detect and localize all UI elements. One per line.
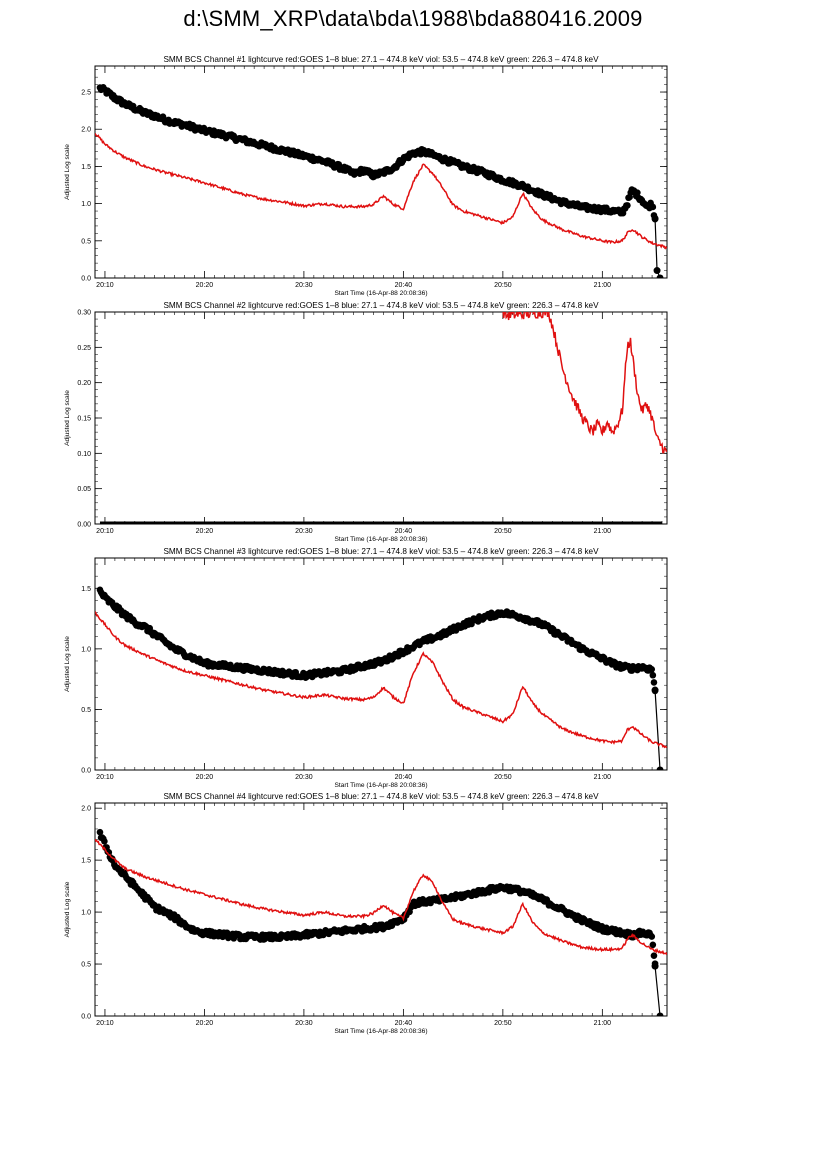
bcs-data-point	[650, 679, 658, 686]
chart-title: SMM BCS Channel #4 lightcurve red:GOES 1…	[163, 792, 599, 801]
series-line-goes	[95, 133, 667, 250]
x-tick-label: 21:00	[594, 528, 612, 535]
x-tick-label: 20:40	[395, 1020, 413, 1027]
x-axis-label: Start Time (16-Apr-88 20:08:36)	[334, 536, 427, 543]
chart-panel-2: SMM BCS Channel #2 lightcurve red:GOES 1…	[64, 301, 668, 543]
plot-area	[95, 83, 667, 278]
x-tick-label: 20:30	[295, 528, 313, 535]
x-axis-label: Start Time (16-Apr-88 20:08:36)	[334, 1028, 427, 1035]
x-tick-label: 20:50	[494, 1020, 512, 1027]
plot-frame	[94, 557, 668, 771]
plot-frame	[94, 311, 668, 525]
y-tick-label: 0.5	[81, 707, 91, 714]
plot-frame	[94, 65, 668, 279]
x-tick-label: 20:50	[494, 528, 512, 535]
y-tick-label: 0.5	[81, 962, 91, 969]
series-points-bcs	[96, 828, 664, 1016]
bcs-drop-line	[654, 690, 661, 770]
y-tick-label: 0.20	[77, 380, 91, 387]
chart-panel-3: SMM BCS Channel #3 lightcurve red:GOES 1…	[64, 547, 668, 789]
y-tick-label: 2.0	[81, 806, 91, 813]
x-tick-label: 20:10	[96, 282, 114, 289]
bcs-drop-line	[654, 966, 661, 1016]
y-axis-label: Adjusted Log scale	[64, 144, 71, 200]
plot-area	[95, 828, 667, 1016]
series-line-goes	[95, 838, 667, 956]
series-line-goes	[502, 312, 667, 454]
x-tick-label: 20:10	[96, 1020, 114, 1027]
y-tick-label: 1.5	[81, 586, 91, 593]
x-tick-label: 20:20	[196, 1020, 214, 1027]
y-axis-label: Adjusted Log scale	[64, 881, 71, 937]
y-tick-label: 0.30	[77, 310, 91, 317]
chart-title: SMM BCS Channel #3 lightcurve red:GOES 1…	[163, 547, 599, 556]
x-tick-label: 20:20	[196, 774, 214, 781]
x-tick-label: 20:40	[395, 528, 413, 535]
x-tick-label: 21:00	[594, 282, 612, 289]
bcs-data-point	[648, 666, 656, 673]
bcs-data-point	[634, 189, 641, 196]
plot-frame	[94, 802, 668, 1017]
bcs-data-point	[649, 941, 657, 949]
x-tick-label: 20:20	[196, 282, 214, 289]
y-tick-label: 0.00	[77, 522, 91, 529]
bcs-data-point	[648, 933, 656, 940]
x-tick-label: 20:20	[196, 528, 214, 535]
y-tick-label: 0.10	[77, 451, 91, 458]
y-tick-label: 0.05	[77, 486, 91, 493]
y-axis-label: Adjusted Log scale	[64, 636, 71, 692]
y-tick-label: 2.5	[81, 90, 91, 97]
bcs-data-point	[649, 671, 657, 679]
chart-title: SMM BCS Channel #2 lightcurve red:GOES 1…	[163, 301, 599, 310]
x-tick-label: 20:40	[395, 282, 413, 289]
bcs-end-point	[651, 962, 659, 970]
bcs-data-point	[650, 952, 658, 959]
y-tick-label: 0.0	[81, 1014, 91, 1021]
y-axis-label: Adjusted Log scale	[64, 390, 71, 446]
bcs-data-point	[649, 203, 657, 211]
bcs-end-point	[656, 274, 664, 278]
bcs-data-point	[96, 828, 104, 836]
y-tick-label: 0.15	[77, 416, 91, 423]
plot-area	[99, 312, 667, 524]
plot-area	[95, 586, 667, 770]
x-tick-label: 20:50	[494, 774, 512, 781]
x-tick-label: 20:30	[295, 1020, 313, 1027]
bcs-data-point	[101, 837, 108, 845]
chart-panel-1: SMM BCS Channel #1 lightcurve red:GOES 1…	[64, 55, 668, 297]
x-tick-label: 20:10	[96, 774, 114, 781]
x-tick-label: 20:30	[295, 282, 313, 289]
x-tick-label: 20:40	[395, 774, 413, 781]
y-tick-label: 0.5	[81, 238, 91, 245]
bcs-data-point	[624, 202, 631, 209]
bcs-drop-line	[654, 218, 661, 278]
y-tick-label: 1.5	[81, 164, 91, 171]
series-line-goes	[95, 611, 667, 749]
x-tick-label: 21:00	[594, 774, 612, 781]
x-tick-label: 20:50	[494, 282, 512, 289]
series-points-bcs	[96, 83, 664, 278]
bcs-end-point	[651, 686, 659, 694]
x-axis-label: Start Time (16-Apr-88 20:08:36)	[334, 782, 427, 789]
y-tick-label: 0.0	[81, 276, 91, 283]
y-tick-label: 0.25	[77, 345, 91, 352]
x-tick-label: 20:30	[295, 774, 313, 781]
y-tick-label: 2.0	[81, 127, 91, 134]
y-tick-label: 1.5	[81, 858, 91, 865]
y-tick-label: 1.0	[81, 201, 91, 208]
y-tick-label: 1.0	[81, 646, 91, 653]
chart-title: SMM BCS Channel #1 lightcurve red:GOES 1…	[163, 55, 599, 64]
y-tick-label: 1.0	[81, 910, 91, 917]
x-tick-label: 21:00	[594, 1020, 612, 1027]
chart-panel-4: SMM BCS Channel #4 lightcurve red:GOES 1…	[64, 792, 668, 1035]
x-tick-label: 20:10	[96, 528, 114, 535]
page-title: d:\SMM_XRP\data\bda\1988\bda880416.2009	[183, 6, 643, 31]
x-axis-label: Start Time (16-Apr-88 20:08:36)	[334, 290, 427, 297]
series-points-bcs	[96, 586, 664, 770]
y-tick-label: 0.0	[81, 768, 91, 775]
